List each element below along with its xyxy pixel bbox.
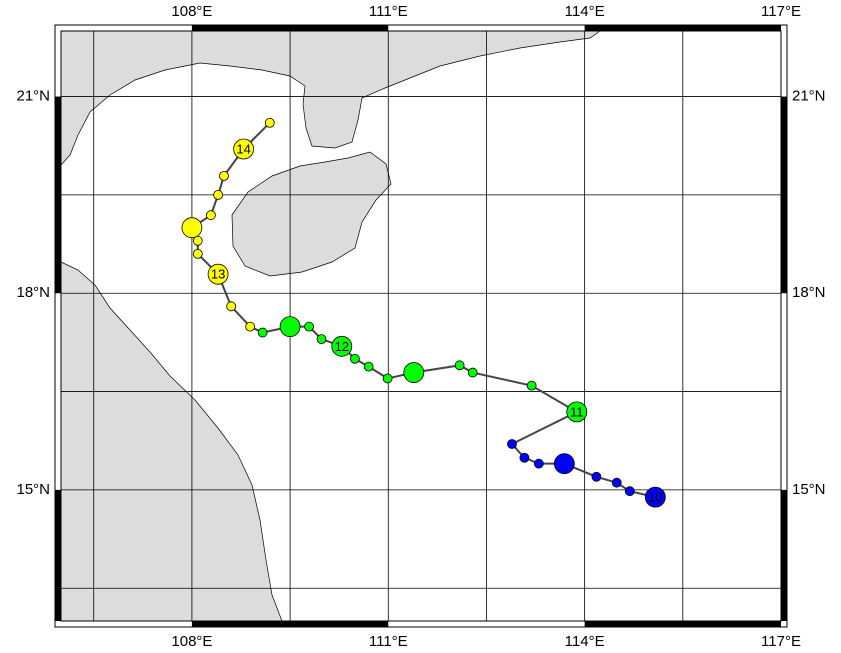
frame-segment: [191, 25, 389, 31]
x-tick-label: 108°E: [171, 633, 212, 650]
y-tick-label: 21°N: [792, 88, 826, 105]
point-label: 10: [648, 490, 662, 505]
mainland-china: [60, 30, 602, 166]
track-point: [316, 334, 327, 345]
frame-inner: [60, 30, 782, 622]
x-tick-label: 114°E: [565, 3, 605, 20]
frame-segment: [781, 96, 787, 294]
frame-segment: [584, 25, 781, 31]
track-point: [591, 471, 602, 482]
x-tick-label: 117°E: [761, 633, 801, 650]
track-point: [264, 117, 275, 128]
track-point: [181, 217, 203, 239]
grid: [61, 31, 781, 621]
x-tick-label: 114°E: [565, 633, 605, 650]
track-point: [304, 321, 314, 332]
track-point: [349, 353, 360, 364]
track-point: [331, 335, 353, 357]
track-point: [454, 360, 465, 371]
frame-segment: [55, 96, 61, 294]
x-tick-label: 117°E: [761, 3, 801, 20]
y-tick-label: 21°N: [16, 88, 50, 105]
track-point: [226, 301, 237, 312]
frame: 108°E 108°E 111°E 111°E 114°E 114°E 117°E 117°E…: [16, 3, 825, 650]
track-point: [207, 263, 229, 285]
hainan: [231, 151, 392, 277]
track-point: [644, 486, 666, 508]
y-tick-label: 18°N: [16, 284, 50, 301]
track-point: [553, 453, 575, 475]
frame-outer: [54, 24, 788, 628]
track: 10 11 12 13 14: [181, 117, 666, 508]
x-tick-label: 111°E: [369, 633, 408, 650]
track-point: [526, 380, 537, 391]
y-tick-label: 18°N: [792, 284, 826, 301]
track-point: [233, 138, 255, 160]
track-point: [192, 235, 203, 246]
track-point: [566, 401, 588, 423]
point-label: 12: [335, 339, 349, 354]
vietnam: [60, 261, 283, 622]
track-point: [192, 248, 203, 259]
track-point: [245, 321, 256, 332]
x-tick-label: 111°E: [369, 3, 408, 20]
track-point: [382, 373, 393, 384]
track-point: [205, 210, 216, 221]
point-label: 11: [570, 404, 584, 419]
x-tick-label: 108°E: [171, 3, 212, 20]
point-label: 13: [211, 267, 225, 282]
frame-segment: [55, 489, 61, 621]
track-point: [279, 316, 301, 338]
point-label: 14: [236, 141, 250, 156]
track-point: [363, 361, 374, 372]
land: [60, 30, 602, 622]
track-point: [257, 327, 268, 338]
track-point: [213, 189, 223, 200]
track-point: [507, 439, 517, 449]
frame-segment: [191, 621, 389, 627]
frame-segment: [781, 489, 787, 621]
frame-segment: [584, 621, 781, 627]
track-point: [533, 458, 544, 469]
y-tick-label: 15°N: [16, 481, 50, 498]
track-point: [519, 452, 530, 463]
track-point: [624, 486, 635, 497]
track-point: [467, 367, 478, 378]
track-point: [219, 170, 229, 181]
track-point: [611, 477, 622, 488]
y-tick-label: 15°N: [792, 481, 826, 498]
track-point: [403, 362, 425, 383]
